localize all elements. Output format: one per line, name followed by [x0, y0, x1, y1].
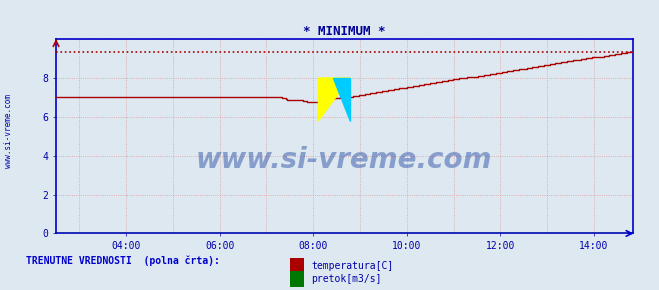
Polygon shape	[333, 78, 350, 121]
Text: www.si-vreme.com: www.si-vreme.com	[196, 146, 492, 174]
Text: www.si-vreme.com: www.si-vreme.com	[4, 93, 13, 168]
Text: temperatura[C]: temperatura[C]	[311, 261, 393, 271]
Title: * MINIMUM *: * MINIMUM *	[303, 25, 386, 38]
Text: TRENUTNE VREDNOSTI  (polna črta):: TRENUTNE VREDNOSTI (polna črta):	[26, 255, 220, 266]
Text: pretok[m3/s]: pretok[m3/s]	[311, 274, 382, 284]
Polygon shape	[318, 78, 350, 121]
